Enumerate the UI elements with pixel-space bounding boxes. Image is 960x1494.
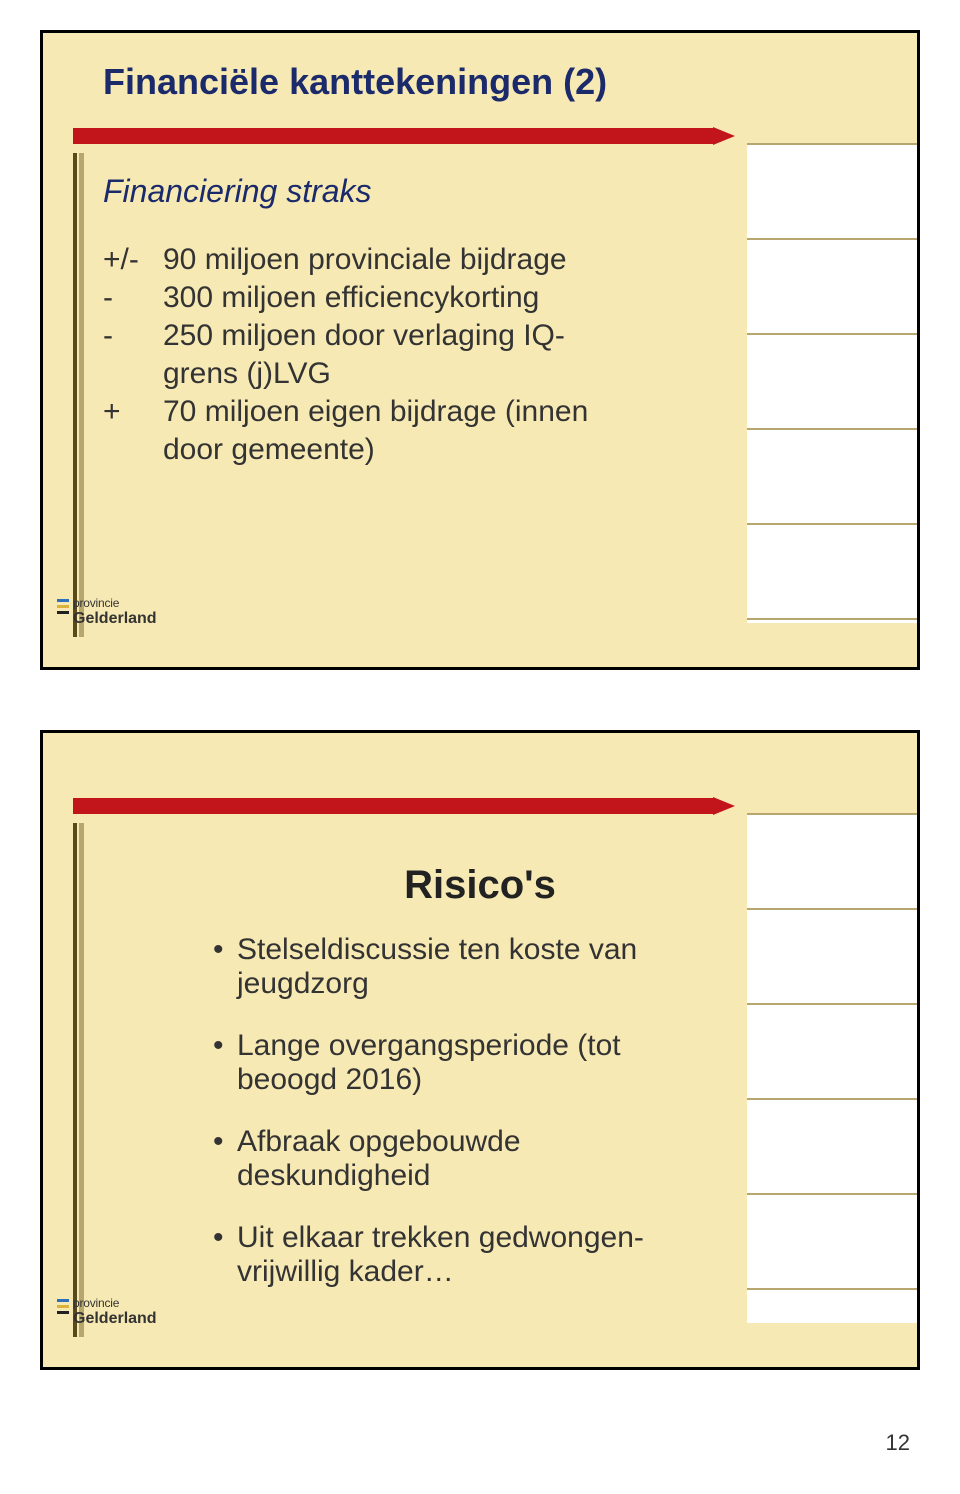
logo-stripes-icon xyxy=(57,599,69,623)
slide2-title: Risico's xyxy=(43,863,917,908)
row-sign: - xyxy=(103,319,163,353)
row-text: 90 miljoen provinciale bijdrage xyxy=(163,243,717,277)
row-text: 250 miljoen door verlaging IQ- xyxy=(163,319,717,353)
row-text-cont: door gemeente) xyxy=(163,433,717,467)
red-rule-tail xyxy=(713,127,735,145)
body-row: + 70 miljoen eigen bijdrage (innen xyxy=(103,395,717,429)
slide-1: Financiële kanttekeningen (2) Financieri… xyxy=(40,30,920,670)
row-text: 300 miljoen efficiencykorting xyxy=(163,281,717,315)
row-text: 70 miljoen eigen bijdrage (innen xyxy=(163,395,717,429)
body-row: - 300 miljoen efficiencykorting xyxy=(103,281,717,315)
logo-line1: provincie xyxy=(73,1297,183,1309)
bullet-item: Uit elkaar trekken gedwongen- xyxy=(213,1221,717,1255)
bullet-cont: beoogd 2016) xyxy=(213,1063,717,1097)
row-text-cont: grens (j)LVG xyxy=(163,357,717,391)
body-row: - 250 miljoen door verlaging IQ- xyxy=(103,319,717,353)
slide1-body: +/- 90 miljoen provinciale bijdrage - 30… xyxy=(103,243,717,471)
left-liner xyxy=(73,153,83,637)
provincie-logo: provincie Gelderland xyxy=(73,1297,183,1327)
row-sign: +/- xyxy=(103,243,163,277)
bullet-item: Afbraak opgebouwde deskundigheid xyxy=(213,1125,717,1193)
notebook-edge xyxy=(747,143,917,623)
red-rule xyxy=(73,128,713,144)
page-number: 12 xyxy=(40,1430,920,1456)
provincie-logo: provincie Gelderland xyxy=(73,597,183,627)
logo-line1: provincie xyxy=(73,597,183,609)
slide1-title: Financiële kanttekeningen (2) xyxy=(103,61,607,103)
slide1-subtitle: Financiering straks xyxy=(103,173,372,210)
logo-stripes-icon xyxy=(57,1299,69,1323)
row-sign: - xyxy=(103,281,163,315)
logo-line2: Gelderland xyxy=(73,1311,183,1327)
body-row: +/- 90 miljoen provinciale bijdrage xyxy=(103,243,717,277)
bullet-cont: vrijwillig kader… xyxy=(213,1255,717,1289)
bullet-item: Lange overgangsperiode (tot xyxy=(213,1029,717,1063)
bullet-cont: jeugdzorg xyxy=(213,967,717,1001)
row-sign: + xyxy=(103,395,163,429)
red-rule xyxy=(73,798,713,814)
slide2-body: Stelseldiscussie ten koste van jeugdzorg… xyxy=(213,933,717,1289)
slide-2: Risico's Stelseldiscussie ten koste van … xyxy=(40,730,920,1370)
logo-line2: Gelderland xyxy=(73,611,183,627)
bullet-item: Stelseldiscussie ten koste van xyxy=(213,933,717,967)
red-rule-tail xyxy=(713,797,735,815)
